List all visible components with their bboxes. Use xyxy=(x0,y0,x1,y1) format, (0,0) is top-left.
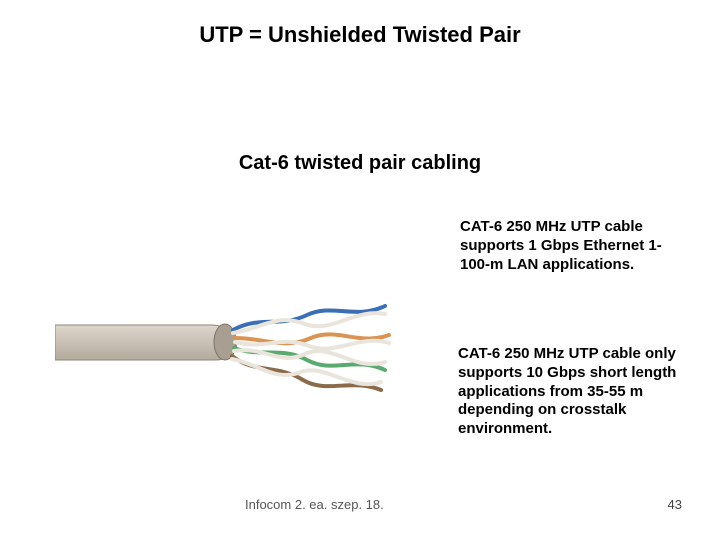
page-number: 43 xyxy=(668,497,682,512)
slide-title: UTP = Unshielded Twisted Pair xyxy=(0,22,720,48)
description-2: CAT-6 250 MHz UTP cable only supports 10… xyxy=(458,345,678,439)
slide-subtitle: Cat-6 twisted pair cabling xyxy=(0,152,720,175)
footer-note: Infocom 2. ea. szep. 18. xyxy=(245,497,384,512)
cat6-cable-icon xyxy=(55,280,395,400)
cable-illustration xyxy=(55,280,395,400)
description-1: CAT-6 250 MHz UTP cable supports 1 Gbps … xyxy=(460,218,680,274)
slide: UTP = Unshielded Twisted Pair Cat-6 twis… xyxy=(0,0,720,540)
